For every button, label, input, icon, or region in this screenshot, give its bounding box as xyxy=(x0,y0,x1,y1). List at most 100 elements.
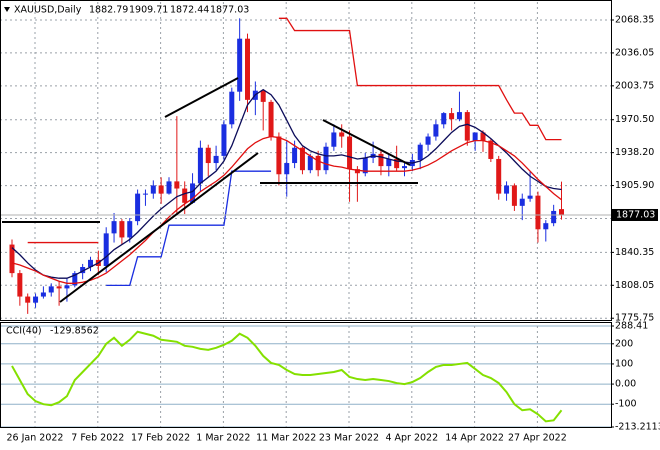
y-tick-label: 200 xyxy=(615,338,633,349)
cci-current: -129.8562 xyxy=(50,326,99,337)
x-tick-label: 17 Feb 2022 xyxy=(131,433,190,444)
candle-body xyxy=(245,38,250,100)
candle-body xyxy=(441,113,447,125)
candle-body xyxy=(449,113,455,120)
candle-body xyxy=(362,157,368,174)
y-tick-label: 288.41 xyxy=(615,321,648,332)
x-tick-label: 23 Mar 2022 xyxy=(319,433,379,444)
candle-body xyxy=(103,233,109,266)
candle-body xyxy=(56,286,62,289)
mark-layer xyxy=(0,17,611,423)
candle-body xyxy=(213,155,219,164)
x-tick-label: 11 Mar 2022 xyxy=(256,433,316,444)
candle-body xyxy=(9,244,15,274)
y-tick-label: 1938.20 xyxy=(615,147,654,158)
candle-body xyxy=(111,221,117,234)
candle-body xyxy=(166,181,172,194)
cci-title: CCI(40) xyxy=(6,326,42,337)
price-tag xyxy=(612,208,658,221)
candle-body xyxy=(472,132,478,141)
candle-body xyxy=(307,155,313,171)
menu-arrow[interactable] xyxy=(4,7,10,12)
candle-body xyxy=(72,273,78,286)
x-tick-label: 26 Jan 2022 xyxy=(7,433,64,444)
candle-body xyxy=(417,144,423,160)
y-tick-label: 2068.35 xyxy=(615,14,654,25)
candle-body xyxy=(80,267,86,274)
label-layer: 2068.35 2036.05 2003.75 1970.50 1938.20 1905.… xyxy=(7,14,660,443)
candle-body xyxy=(276,136,282,175)
candle-body xyxy=(88,259,93,267)
trend-line xyxy=(164,77,239,118)
candle-body xyxy=(190,183,196,203)
x-tick-label: 14 Apr 2022 xyxy=(445,433,504,444)
candle-body xyxy=(260,90,266,102)
trend-line xyxy=(322,119,411,166)
candle-body xyxy=(292,147,298,164)
candle-body xyxy=(284,163,290,175)
main-pane-frame xyxy=(0,0,612,321)
y-tick-label: 1970.50 xyxy=(615,114,654,125)
ohlc-close: 1877.03 xyxy=(210,5,249,16)
y-tick-label: 100 xyxy=(615,358,633,369)
candle-body xyxy=(480,132,486,141)
trend-line xyxy=(59,152,259,303)
candle-body xyxy=(402,166,407,169)
candle-body xyxy=(488,140,494,159)
candle-body xyxy=(551,210,557,224)
candle-body xyxy=(559,209,564,215)
candle-body xyxy=(354,169,360,174)
candle-body xyxy=(237,38,243,92)
y-tick-label: 2036.05 xyxy=(615,47,654,58)
candle-body xyxy=(535,195,541,230)
ohlc-open: 1882.79 xyxy=(89,5,128,16)
candle-body xyxy=(40,292,46,297)
candle-body xyxy=(127,221,133,238)
x-tick-label: 4 Apr 2022 xyxy=(385,433,438,444)
cci-line xyxy=(11,330,563,423)
x-tick-label: 1 Mar 2022 xyxy=(196,433,250,444)
candle-body xyxy=(425,136,431,145)
price-tag-label: 1877.03 xyxy=(616,209,655,220)
candle-body xyxy=(511,185,517,206)
candle-body xyxy=(197,147,203,184)
x-tick-label: 7 Feb 2022 xyxy=(71,433,124,444)
candle-body xyxy=(142,193,148,195)
ohlc-low: 1872.44 xyxy=(170,5,209,16)
y-tick-label: 1905.90 xyxy=(615,180,654,191)
candle-body xyxy=(433,124,439,137)
candle-body xyxy=(331,132,337,147)
candle-body xyxy=(543,223,549,230)
candle-body xyxy=(182,188,188,203)
y-tick-label: 1808.05 xyxy=(615,280,654,291)
candle-body xyxy=(299,147,305,171)
chart-title: XAUUSD,Daily xyxy=(14,5,82,16)
candle-body xyxy=(268,101,274,137)
candle-body xyxy=(527,195,533,199)
drawings xyxy=(2,77,418,303)
candle-body xyxy=(339,132,345,137)
y-tick-label: -213.2113 xyxy=(615,422,660,433)
candle-body xyxy=(150,185,156,194)
candle-body xyxy=(315,155,321,171)
candle-body xyxy=(229,91,235,125)
y-tick-label: 0.00 xyxy=(615,379,636,390)
candle-body xyxy=(205,147,211,164)
y-tick-label: -100 xyxy=(615,399,637,410)
candle-body xyxy=(504,185,510,194)
y-tick-label: 1840.35 xyxy=(615,247,654,258)
candle-body xyxy=(323,146,329,171)
y-tick-label: 2003.75 xyxy=(615,80,654,91)
candle-body xyxy=(221,124,227,156)
x-tick-label: 27 Apr 2022 xyxy=(508,433,567,444)
candle-body xyxy=(48,286,54,293)
cci-pane-frame xyxy=(0,322,612,428)
candle-body xyxy=(386,158,392,167)
candle-body xyxy=(17,273,23,297)
candle-body xyxy=(347,136,353,170)
indicator-line xyxy=(106,170,272,286)
indicator-line xyxy=(27,17,562,244)
indicator-line xyxy=(11,135,562,284)
ohlc-high: 1909.71 xyxy=(129,5,168,16)
candle-body xyxy=(394,158,400,169)
